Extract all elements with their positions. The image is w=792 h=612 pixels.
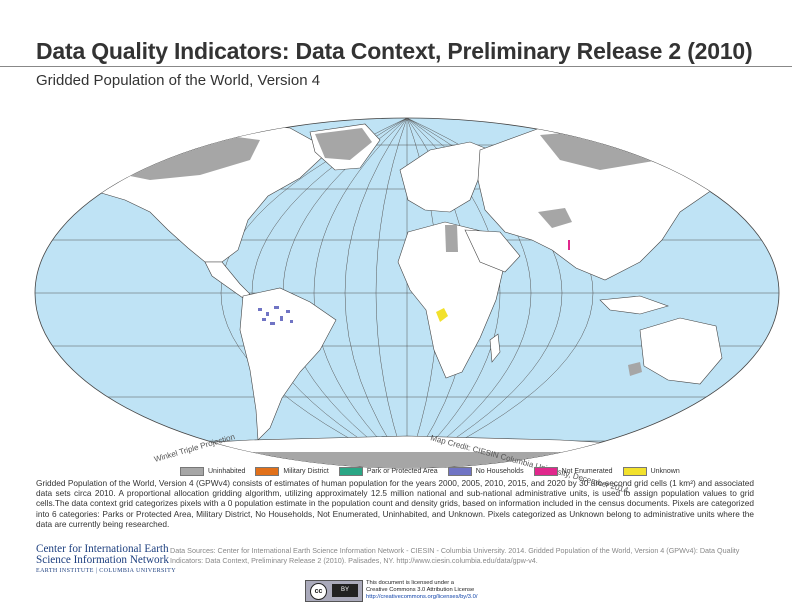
no-households-areas — [258, 306, 293, 325]
australia — [639, 317, 723, 385]
legend-item-not-enumerated: Not Enumerated — [533, 467, 613, 476]
legend-swatch-military-district — [255, 467, 280, 476]
legend-label-military-district: Military District — [283, 468, 329, 475]
map-title: Data Quality Indicators: Data Context, P… — [36, 38, 753, 64]
south-america — [239, 287, 337, 441]
legend-swatch-uninhabited — [180, 467, 204, 476]
legend-item-no-households: No Households — [447, 467, 524, 476]
license-line-2: Creative Commons 3.0 Attribution License — [366, 586, 475, 593]
logo-line-3: EARTH INSTITUTE | COLUMBIA UNIVERSITY — [36, 568, 176, 574]
data-sources: Data Sources: Center for International E… — [170, 546, 740, 565]
cc-icon: cc — [310, 583, 327, 600]
legend-label-park: Park or Protected Area — [366, 468, 438, 475]
new-zealand — [737, 371, 749, 399]
not-enumerated-areas — [568, 240, 570, 250]
legend-item-uninhabited: Uninhabited — [180, 467, 245, 476]
legend-label-not-enumerated: Not Enumerated — [561, 468, 613, 475]
ciesin-logo[interactable]: Center for International Earth Science I… — [36, 543, 176, 574]
legend-item-military-district: Military District — [255, 467, 329, 476]
legend-label-unknown: Unknown — [650, 468, 680, 475]
legend: Uninhabited Military District Park or Pr… — [180, 467, 680, 476]
logo-line-2: Science Information Network — [36, 554, 169, 566]
license-line-1: This document is licensed under a — [366, 580, 454, 586]
creative-commons-badge[interactable]: cc BY — [305, 580, 363, 602]
license-link[interactable]: http://creativecommons.org/licenses/by/3… — [366, 593, 478, 600]
europe — [399, 141, 491, 213]
legend-item-park: Park or Protected Area — [338, 467, 438, 476]
cc-by-icon: BY — [332, 584, 358, 597]
legend-label-uninhabited: Uninhabited — [208, 468, 246, 475]
legend-swatch-unknown — [622, 467, 647, 476]
title-divider — [0, 66, 792, 67]
map-description: Gridded Population of the World, Version… — [36, 478, 754, 529]
license-text: This document is licensed under a Creati… — [366, 580, 477, 600]
madagascar — [489, 333, 501, 363]
arabia — [464, 229, 521, 273]
legend-swatch-not-enumerated — [533, 467, 558, 476]
legend-swatch-no-households — [447, 467, 472, 476]
unknown-areas — [436, 308, 448, 322]
legend-label-no-households: No Households — [475, 468, 524, 475]
indonesia — [599, 295, 669, 315]
legend-item-unknown: Unknown — [622, 467, 680, 476]
map-subtitle: Gridded Population of the World, Version… — [36, 72, 321, 89]
legend-swatch-park — [338, 467, 363, 476]
logo-line-1: Center for International Earth — [36, 543, 169, 555]
